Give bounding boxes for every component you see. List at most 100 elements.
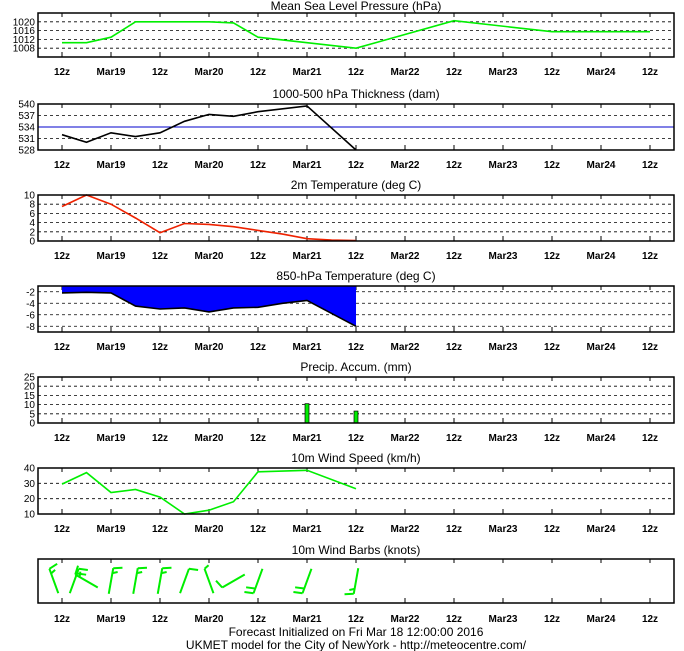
x-tick-label: 12z: [152, 342, 168, 353]
x-tick-label: 12z: [54, 433, 70, 444]
x-tick-label: 12z: [642, 614, 658, 625]
wind-barb-flag: [50, 569, 56, 575]
x-tick-label: Mar21: [293, 251, 322, 262]
x-tick-label: 12z: [544, 433, 560, 444]
wind_barbs-panel: 10m Wind Barbs (knots) 12z Mar19 12z Mar20 12…: [37, 543, 675, 625]
t850-series-line: [61, 291, 357, 328]
pressure-title: Mean Sea Level Pressure (hPa): [271, 0, 442, 13]
wind_barbs-plot-frame: [37, 558, 675, 604]
x-tick-label: Mar19: [97, 160, 126, 171]
thickness-title: 1000-500 hPa Thickness (dam): [272, 87, 439, 101]
y-tick-label: 5: [29, 409, 35, 420]
x-tick-label: Mar20: [195, 251, 224, 262]
wind-barb-staff: [68, 568, 80, 594]
y-tick-label: 10: [24, 400, 36, 411]
footer-init-time: Forecast Initialized on Fri Mar 18 12:00…: [229, 625, 484, 639]
x-tick-label: 12z: [642, 251, 658, 262]
x-tick-label: Mar24: [587, 342, 616, 353]
y-tick-label: 531: [18, 134, 35, 145]
wind-barb-flag: [48, 562, 58, 570]
wind_barbs-title: 10m Wind Barbs (knots): [292, 543, 421, 557]
t850-title: 850-hPa Temperature (deg C): [276, 269, 435, 283]
y-tick-label: 4: [29, 218, 35, 229]
wind-barb: [74, 565, 99, 589]
x-tick-label: 12z: [54, 342, 70, 353]
wind_speed-panel: 10m Wind Speed (km/h) 10 20 30 40 12z Mar19 12z…: [24, 451, 675, 535]
x-tick-label: Mar21: [293, 614, 322, 625]
t850-plot-frame: [37, 285, 675, 333]
y-tick-label: 6: [29, 209, 35, 220]
wind-barb-flag: [112, 571, 118, 575]
t850-area-fill: [62, 286, 356, 327]
x-tick-label: 12z: [544, 524, 560, 535]
x-tick-label: Mar22: [391, 342, 420, 353]
wind-barb-staff: [203, 568, 215, 594]
wind-barb-flag: [76, 572, 87, 576]
x-tick-label: 12z: [446, 524, 462, 535]
x-tick-label: 12z: [544, 614, 560, 625]
wind-barb-staff: [252, 568, 264, 594]
x-tick-label: 12z: [250, 614, 266, 625]
x-tick-label: 12z: [544, 342, 560, 353]
x-tick-label: Mar24: [587, 160, 616, 171]
x-tick-label: Mar24: [587, 67, 616, 78]
wind-barb-staff: [48, 568, 60, 594]
wind-barb-flag: [349, 587, 355, 591]
y-tick-label: 25: [24, 373, 36, 384]
x-tick-label: 12z: [544, 160, 560, 171]
x-tick-label: 12z: [544, 67, 560, 78]
x-tick-label: Mar21: [293, 524, 322, 535]
x-tick-label: 12z: [54, 67, 70, 78]
y-tick-label: -4: [26, 299, 35, 310]
wind-barb-flag: [188, 567, 199, 571]
precip-bar: [353, 410, 359, 424]
x-tick-label: Mar24: [587, 614, 616, 625]
x-tick-label: Mar19: [97, 251, 126, 262]
x-tick-label: Mar20: [195, 433, 224, 444]
y-tick-label: 0: [29, 237, 35, 248]
wind-barb: [107, 566, 123, 594]
wind-barb-staff: [352, 568, 360, 594]
wind-barb-flag: [293, 591, 303, 595]
x-tick-label: 12z: [250, 524, 266, 535]
x-tick-label: Mar20: [195, 342, 224, 353]
x-tick-label: 12z: [642, 160, 658, 171]
x-tick-label: Mar20: [195, 614, 224, 625]
thickness-panel: 1000-500 hPa Thickness (dam) 528531534537…: [18, 87, 675, 171]
wind-barb: [344, 568, 360, 596]
wind-barb-flag: [215, 580, 223, 589]
x-tick-label: Mar23: [489, 160, 518, 171]
x-tick-label: Mar20: [195, 524, 224, 535]
x-tick-label: Mar23: [489, 433, 518, 444]
y-tick-label: 540: [18, 100, 35, 111]
x-tick-label: Mar24: [587, 524, 616, 535]
y-tick-label: 10: [24, 191, 36, 202]
x-tick-label: 12z: [250, 251, 266, 262]
x-tick-label: Mar22: [391, 160, 420, 171]
wind_speed-series-line: [61, 469, 357, 515]
y-tick-label: 30: [24, 479, 36, 490]
x-tick-label: Mar22: [391, 524, 420, 535]
x-tick-label: 12z: [54, 524, 70, 535]
x-tick-label: 12z: [446, 251, 462, 262]
x-tick-label: 12z: [152, 614, 168, 625]
wind-barb-flag: [203, 564, 210, 570]
x-tick-label: Mar24: [587, 251, 616, 262]
wind-barb-flag: [136, 571, 143, 575]
x-tick-label: 12z: [446, 160, 462, 171]
y-tick-label: 1012: [13, 35, 36, 46]
x-tick-label: Mar22: [391, 67, 420, 78]
x-tick-label: Mar21: [293, 433, 322, 444]
x-tick-label: Mar23: [489, 614, 518, 625]
x-tick-label: 12z: [642, 524, 658, 535]
y-tick-label: -2: [26, 287, 35, 298]
temperature_2m-series-line: [61, 194, 357, 242]
x-tick-label: Mar23: [489, 524, 518, 535]
y-tick-label: 1016: [13, 26, 36, 37]
wind-barb-staff: [179, 568, 190, 594]
y-tick-label: 1008: [13, 44, 36, 55]
y-tick-label: 537: [18, 111, 35, 122]
pressure-plot-frame: [37, 12, 675, 58]
x-tick-label: 12z: [348, 342, 364, 353]
x-tick-label: 12z: [152, 67, 168, 78]
